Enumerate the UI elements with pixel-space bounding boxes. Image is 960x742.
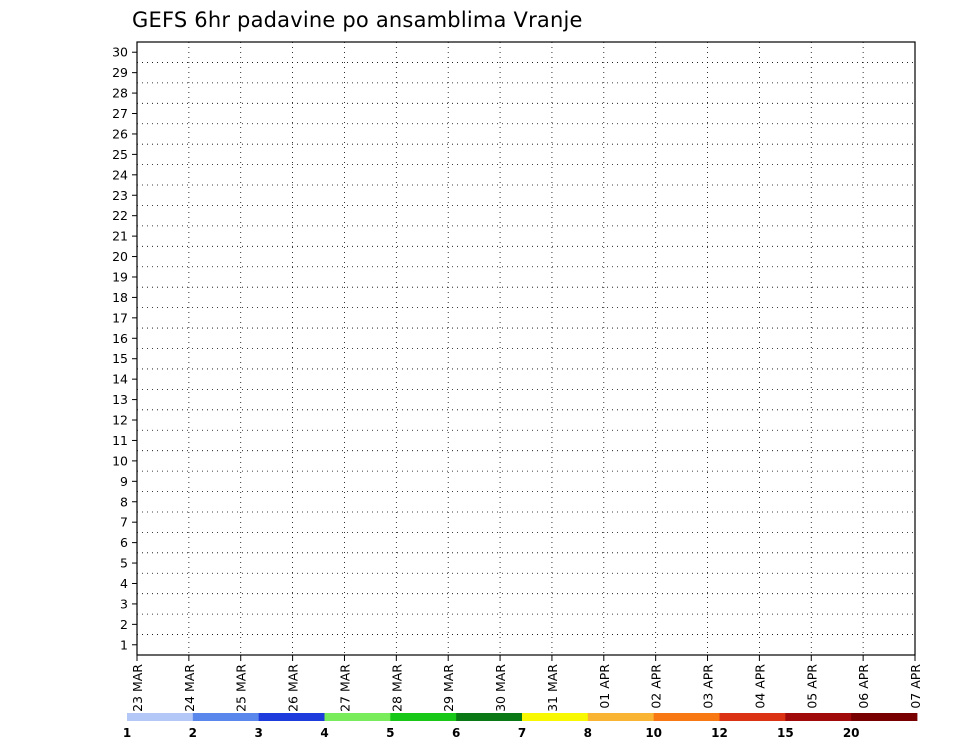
y-tick-label: 16 [112,331,128,346]
legend-swatch [785,713,852,721]
y-tick-label: 3 [120,596,128,611]
legend-swatch [719,713,786,721]
y-tick-label: 21 [112,229,128,244]
legend-label: 5 [386,726,394,740]
y-tick-label: 22 [112,208,128,223]
y-tick-label: 17 [112,310,128,325]
y-tick-label: 20 [112,249,128,264]
legend-swatch [258,713,325,721]
y-tick-label: 30 [112,45,128,60]
legend-label: 4 [320,726,328,740]
x-tick-label: 24 MAR [182,664,197,712]
legend-label: 6 [452,726,460,740]
y-tick-label: 4 [120,576,128,591]
y-tick-label: 23 [112,188,128,203]
x-tick-label: 07 APR [908,664,923,709]
y-tick-label: 19 [112,269,128,284]
x-tick-label: 03 APR [701,664,716,709]
x-tick-label: 28 MAR [389,664,404,712]
y-tick-label: 18 [112,290,128,305]
legend-label: 3 [254,726,262,740]
x-tick-label: 23 MAR [130,664,145,712]
legend-label: 7 [518,726,526,740]
x-tick-label: 04 APR [752,664,767,709]
x-tick-label: 05 APR [804,664,819,709]
legend-label: 20 [843,726,860,740]
y-tick-label: 13 [112,392,128,407]
y-tick-label: 5 [120,556,128,571]
y-tick-label: 25 [112,147,128,162]
x-tick-label: 26 MAR [286,664,301,712]
y-tick-label: 2 [120,617,128,632]
legend-swatch [851,713,918,721]
y-tick-label: 12 [112,413,128,428]
y-tick-label: 29 [112,65,128,80]
y-tick-label: 14 [112,372,128,387]
y-tick-label: 6 [120,535,128,550]
x-tick-label: 01 APR [597,664,612,709]
x-tick-label: 02 APR [649,664,664,709]
y-tick-label: 9 [120,474,128,489]
legend-label: 1 [123,726,131,740]
y-tick-label: 1 [120,637,128,652]
y-tick-label: 11 [112,433,128,448]
y-tick-label: 7 [120,515,128,530]
x-tick-label: 06 APR [856,664,871,709]
legend-swatch [522,713,589,721]
legend-swatch [127,713,194,721]
legend-swatch [653,713,720,721]
x-tick-label: 27 MAR [337,664,352,712]
y-tick-label: 24 [112,167,128,182]
legend-label: 15 [777,726,794,740]
y-tick-label: 27 [112,106,128,121]
y-tick-label: 15 [112,351,128,366]
legend-swatch [192,713,260,721]
legend-label: 10 [645,726,662,740]
y-tick-label: 26 [112,126,128,141]
x-tick-label: 29 MAR [441,664,456,712]
x-tick-label: 30 MAR [493,664,508,712]
x-tick-label: 31 MAR [545,664,560,712]
legend-swatch [456,713,523,721]
legend-label: 12 [711,726,728,740]
y-tick-label: 10 [112,453,128,468]
legend-label: 8 [584,726,592,740]
x-tick-label: 25 MAR [234,664,249,712]
y-tick-label: 8 [120,494,128,509]
legend-swatch [324,713,391,721]
legend-label: 2 [189,726,197,740]
plot-frame [136,41,916,656]
chart-title: GEFS 6hr padavine po ansamblima Vranje [132,8,583,32]
legend-swatch [390,713,457,721]
y-tick-label: 28 [112,86,128,101]
legend-swatch [587,713,655,721]
